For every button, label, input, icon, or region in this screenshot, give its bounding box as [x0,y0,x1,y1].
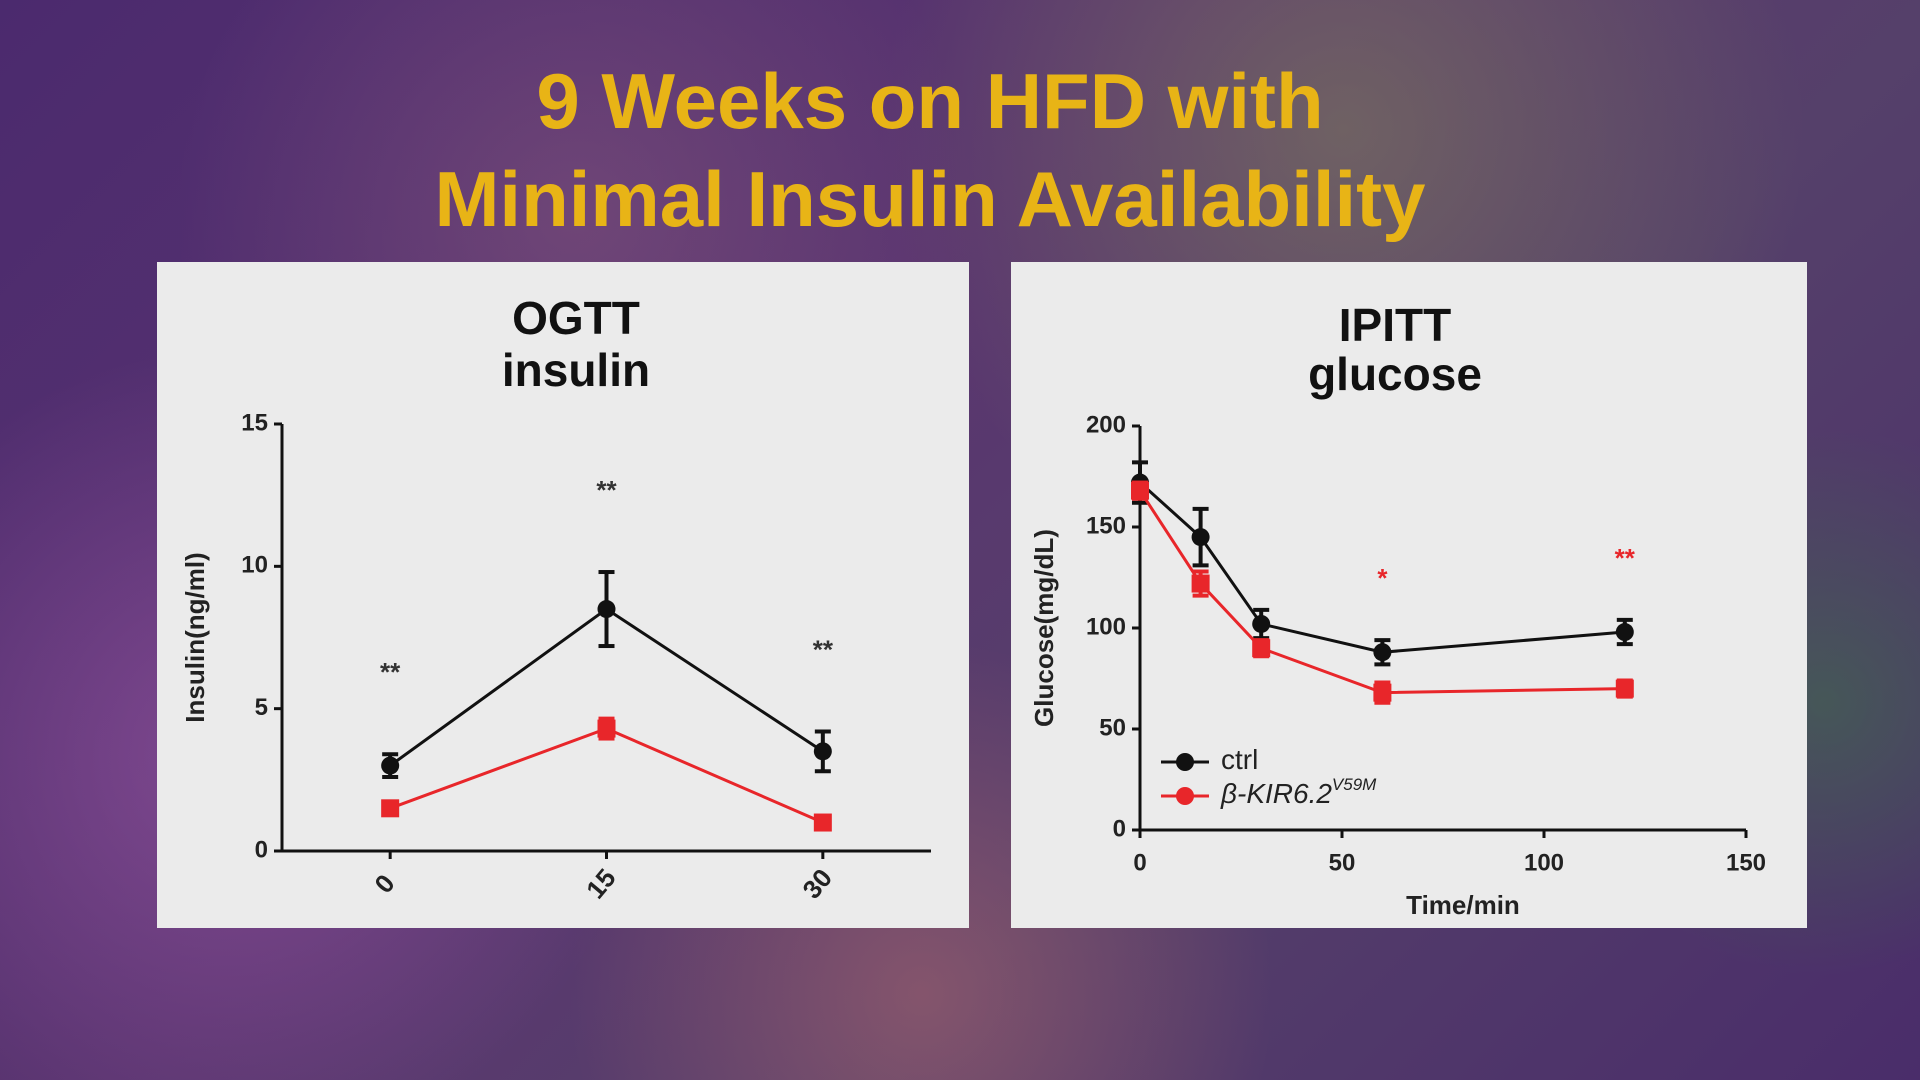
marker [1191,574,1210,593]
y-tick-label: 200 [1086,411,1126,438]
legend-name: β-KIR6.2 [1220,778,1332,809]
x-tick-label: 100 [1524,849,1564,876]
legend-marker [1176,787,1194,805]
marker [1373,643,1392,662]
y-tick-label: 150 [1086,512,1126,539]
legend-label: β-KIR6.2V59M [1220,775,1377,809]
marker [597,719,616,738]
marker [813,813,832,832]
annotation: ** [596,475,617,505]
chart-title: OGTT [512,292,640,344]
x-tick-label: 30 [796,863,838,904]
annotation: ** [1615,543,1636,573]
slide-title: Minimal Insulin Availability [434,155,1426,243]
y-tick-label: 15 [241,409,268,436]
legend-label: ctrl [1221,744,1258,775]
x-tick-label: 150 [1726,849,1766,876]
y-tick-label: 5 [255,694,268,721]
x-tick-label: 15 [580,863,622,904]
y-tick-label: 100 [1086,613,1126,640]
x-tick-label: 50 [1329,849,1356,876]
y-tick-label: 10 [241,552,268,579]
y-axis-label: Insulin(ng/ml) [180,552,210,722]
marker [1252,639,1271,658]
chart-title: IPITT [1339,299,1451,351]
marker [597,600,616,619]
y-axis-label: Glucose(mg/dL) [1029,529,1059,727]
marker [1615,679,1634,698]
annotation: * [1377,563,1388,593]
marker [381,799,400,818]
marker [1252,614,1271,633]
legend-name: ctrl [1221,744,1258,775]
x-tick-label: 0 [1133,849,1146,876]
y-tick-label: 0 [1113,815,1126,842]
series-line [389,726,824,824]
slide-title: 9 Weeks on HFD with [536,57,1324,145]
legend-marker [1176,753,1194,771]
marker [1615,623,1634,642]
annotation: ** [813,634,834,664]
marker [1373,683,1392,702]
x-tick-label: 0 [368,868,400,898]
marker [1191,528,1210,547]
legend-superscript: V59M [1332,775,1377,794]
annotation: ** [380,657,401,687]
y-tick-label: 50 [1099,714,1126,741]
marker [813,742,832,761]
y-tick-label: 0 [255,836,268,863]
marker [1131,481,1149,500]
chart-title: glucose [1308,348,1482,400]
x-axis-label: Time/min [1406,890,1520,920]
marker [381,756,400,775]
chart-title: insulin [502,344,650,396]
